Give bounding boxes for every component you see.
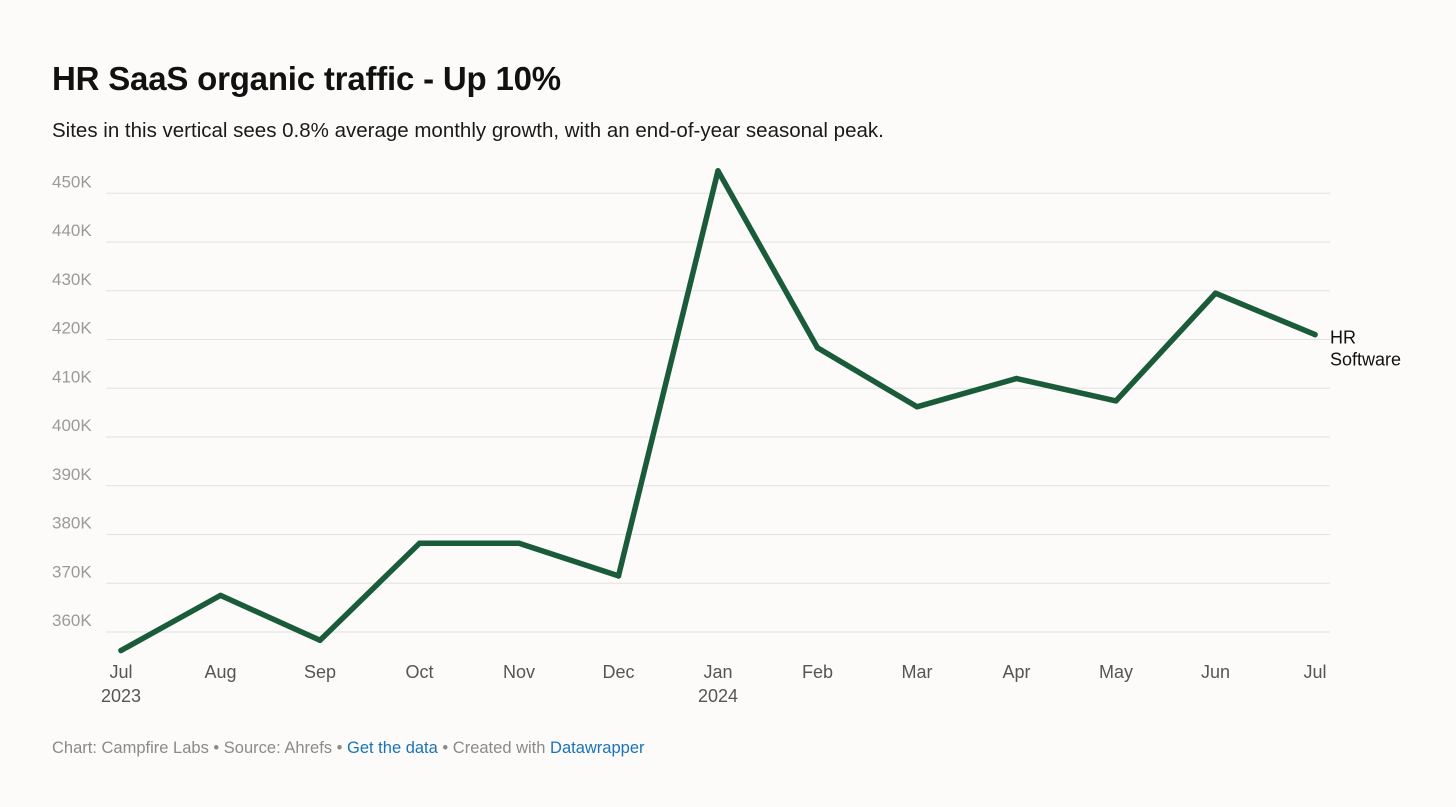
data-point [118, 647, 124, 654]
data-point [317, 637, 323, 644]
x-tick-label: Nov [503, 662, 535, 682]
series-line [118, 168, 1318, 654]
y-tick-label: 370K [52, 562, 92, 581]
x-tick-label: Feb [802, 662, 833, 682]
chart-credit: Chart: Campfire Labs [52, 739, 209, 757]
y-axis-ticks: 360K 370K 380K 390K 400K 410K 420K 430K 440K 450K [52, 172, 92, 630]
y-tick-label: 400K [52, 416, 92, 435]
x-tick-label: Dec [602, 662, 634, 682]
separator: • [442, 739, 449, 757]
separator: • [213, 739, 220, 757]
x-tick-label: Jan [703, 662, 732, 682]
y-tick-label: 420K [52, 319, 92, 338]
data-point [615, 573, 622, 579]
x-tick-label: Mar [902, 662, 933, 682]
data-point [1212, 290, 1219, 296]
y-tick-label: 450K [52, 172, 92, 191]
x-tick-label: Sep [304, 662, 336, 682]
series-label: HR [1330, 328, 1356, 348]
created-with-text: Created with [452, 739, 546, 757]
x-tick-year-label: 2024 [698, 686, 738, 706]
x-tick-label: Oct [405, 662, 433, 682]
x-tick-label: Jul [109, 662, 132, 682]
data-point [416, 540, 423, 547]
grid-lines [106, 192, 1330, 633]
series-layer [118, 168, 1318, 654]
x-tick-label: Apr [1002, 662, 1030, 682]
data-point [217, 592, 224, 599]
data-point [1312, 331, 1318, 338]
y-tick-label: 440K [52, 221, 92, 240]
chart-title: HR SaaS organic traffic - Up 10% [52, 60, 561, 97]
data-point [814, 345, 821, 351]
x-axis-ticks: Jul 2023 Aug Sep Oct Nov Dec Jan 2024 Feb Mar Apr Ma… [101, 662, 1327, 706]
data-point [1113, 398, 1119, 404]
series-label: Software [1330, 350, 1401, 370]
x-tick-year-label: 2023 [101, 686, 141, 706]
x-tick-label: Jun [1201, 662, 1230, 682]
y-tick-label: 380K [52, 514, 92, 533]
get-data-link[interactable]: Get the data [347, 739, 438, 757]
y-tick-label: 410K [52, 367, 92, 386]
datawrapper-link[interactable]: Datawrapper [550, 739, 645, 757]
x-tick-label: Aug [204, 662, 236, 682]
chart-footer: Chart: Campfire Labs • Source: Ahrefs • … [52, 739, 645, 758]
chart-subtitle: Sites in this vertical sees 0.8% average… [52, 119, 884, 142]
data-point [1013, 375, 1020, 382]
data-point [516, 540, 522, 547]
y-tick-label: 360K [52, 611, 92, 630]
y-tick-label: 390K [52, 465, 92, 484]
separator: • [336, 739, 343, 757]
x-tick-label: May [1099, 662, 1133, 682]
data-point [715, 168, 721, 174]
source-credit: Source: Ahrefs [223, 739, 333, 757]
y-tick-label: 430K [52, 270, 92, 289]
data-point [914, 404, 920, 410]
x-tick-label: Jul [1303, 662, 1326, 682]
